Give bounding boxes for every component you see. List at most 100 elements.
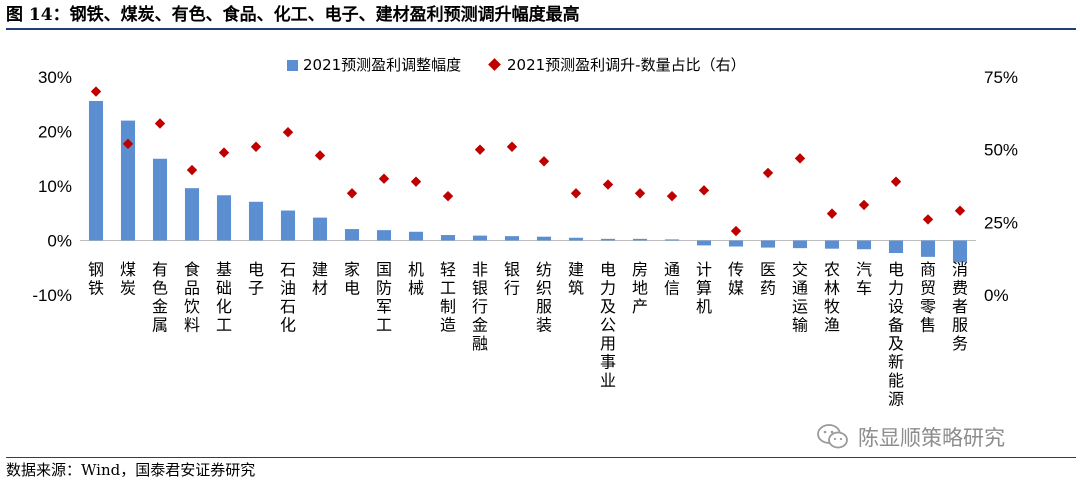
marker-国防军工	[378, 173, 390, 184]
bar-农林牧渔	[824, 240, 840, 249]
wechat-icon	[817, 424, 848, 449]
watermark: 陈显顺策略研究	[816, 422, 1005, 452]
x-label-非银行金融: 非银行金融	[472, 260, 488, 353]
bar-钢铁	[88, 100, 104, 241]
x-label-钢铁: 钢铁	[88, 260, 104, 298]
bar-消费者服务	[952, 240, 968, 263]
marker-有色金属	[154, 118, 166, 129]
legend: 2021预测盈利调整幅度 2021预测盈利调升-数量占比（右）	[287, 56, 746, 74]
marker-纺织服装	[538, 156, 550, 167]
source-note: 数据来源：Wind，国泰君安证券研究	[6, 457, 1076, 482]
y-left-tick: 10%	[38, 177, 72, 196]
marker-机械	[410, 176, 422, 187]
bar-煤炭	[120, 120, 136, 241]
x-label-电力及公用事业: 电力及公用事业	[600, 260, 616, 390]
bar-纺织服装	[536, 236, 552, 241]
marker-农林牧渔	[826, 208, 838, 219]
combo-chart: 2021预测盈利调整幅度 2021预测盈利调升-数量占比（右） -10% 0% 10…	[32, 56, 1018, 409]
y-right-tick: 0%	[984, 286, 1009, 305]
chart-title: 图 14：钢铁、煤炭、有色、食品、化工、电子、建材盈利预测调升幅度最高	[6, 2, 1076, 30]
marker-石油石化	[282, 127, 294, 138]
x-label-交通运输: 交通运输	[792, 260, 808, 335]
x-label-建材: 建材	[312, 260, 328, 298]
marker-传媒	[730, 225, 742, 237]
marker-房地产	[634, 188, 646, 199]
x-label-食品饮料: 食品饮料	[184, 260, 200, 335]
marker-计算机	[698, 185, 710, 196]
marker-建筑	[570, 188, 582, 199]
legend-marker-label: 2021预测盈利调升-数量占比（右）	[507, 56, 746, 74]
x-label-煤炭: 煤炭	[120, 260, 136, 298]
y-left-tick: 30%	[38, 68, 72, 87]
bar-电子	[248, 201, 264, 241]
y-right-tick: 25%	[984, 213, 1018, 232]
bar-家电	[344, 229, 360, 241]
legend-marker-swatch	[488, 58, 501, 71]
bar-建筑	[568, 237, 584, 241]
x-label-有色金属: 有色金属	[152, 260, 168, 335]
marker-医药	[762, 167, 774, 179]
marker-钢铁	[90, 86, 102, 97]
marker-非银行金融	[474, 144, 486, 155]
bar-传媒	[728, 240, 744, 247]
bar-基础化工	[216, 195, 232, 241]
marker-食品饮料	[186, 164, 198, 176]
marker-银行	[506, 141, 518, 152]
marker-交通运输	[794, 153, 806, 164]
x-label-国防军工: 国防军工	[376, 260, 392, 335]
marker-煤炭	[122, 138, 134, 150]
x-label-汽车: 汽车	[856, 260, 872, 298]
y-left-tick: 0%	[47, 232, 72, 251]
bar-银行	[504, 236, 520, 241]
marker-消费者服务	[954, 205, 966, 216]
bar-电力及公用事业	[600, 238, 616, 241]
x-label-消费者服务: 消费者服务	[952, 260, 968, 353]
marker-基础化工	[218, 147, 230, 158]
marker-家电	[346, 188, 358, 199]
x-label-纺织服装: 纺织服装	[536, 260, 552, 335]
x-label-电子: 电子	[248, 260, 264, 298]
x-label-家电: 家电	[344, 260, 360, 298]
x-label-电力设备及新能源: 电力设备及新能源	[888, 260, 904, 409]
bar-交通运输	[792, 240, 808, 249]
x-label-石油石化: 石油石化	[280, 260, 296, 335]
bar-汽车	[856, 240, 872, 250]
legend-bar-swatch	[287, 60, 298, 71]
bar-计算机	[696, 240, 712, 246]
marker-建材	[314, 150, 326, 161]
bar-医药	[760, 240, 776, 248]
bar-商贸零售	[920, 240, 936, 257]
bar-国防军工	[376, 230, 392, 241]
x-label-基础化工: 基础化工	[216, 260, 232, 335]
bar-石油石化	[280, 210, 296, 241]
x-label-计算机: 计算机	[696, 260, 712, 316]
bar-轻工制造	[440, 235, 456, 241]
marker-商贸零售	[922, 214, 934, 225]
bar-非银行金融	[472, 235, 488, 241]
bar-房地产	[632, 238, 648, 241]
x-label-建筑: 建筑	[568, 260, 584, 298]
bar-食品饮料	[184, 188, 200, 241]
marker-轻工制造	[442, 190, 454, 202]
bar-电力设备及新能源	[888, 240, 904, 254]
x-label-机械: 机械	[408, 260, 424, 298]
x-label-医药: 医药	[760, 260, 776, 298]
bar-机械	[408, 231, 424, 241]
y-left-tick: 20%	[38, 123, 72, 142]
bar-建材	[312, 217, 328, 241]
marker-电力设备及新能源	[890, 176, 902, 187]
y-right-tick: 75%	[984, 68, 1018, 87]
x-label-房地产: 房地产	[632, 260, 648, 316]
marker-通信	[666, 190, 678, 202]
legend-bar-label: 2021预测盈利调整幅度	[303, 56, 461, 74]
x-label-传媒: 传媒	[728, 260, 744, 298]
watermark-text: 陈显顺策略研究	[858, 426, 1005, 450]
y-right-tick: 50%	[984, 141, 1018, 160]
x-label-轻工制造: 轻工制造	[440, 260, 456, 335]
bar-有色金属	[152, 158, 168, 241]
marker-电子	[250, 141, 262, 152]
x-label-通信: 通信	[664, 260, 680, 298]
marker-汽车	[858, 199, 870, 211]
y-left-tick: -10%	[32, 286, 72, 305]
bar-通信	[664, 239, 680, 241]
